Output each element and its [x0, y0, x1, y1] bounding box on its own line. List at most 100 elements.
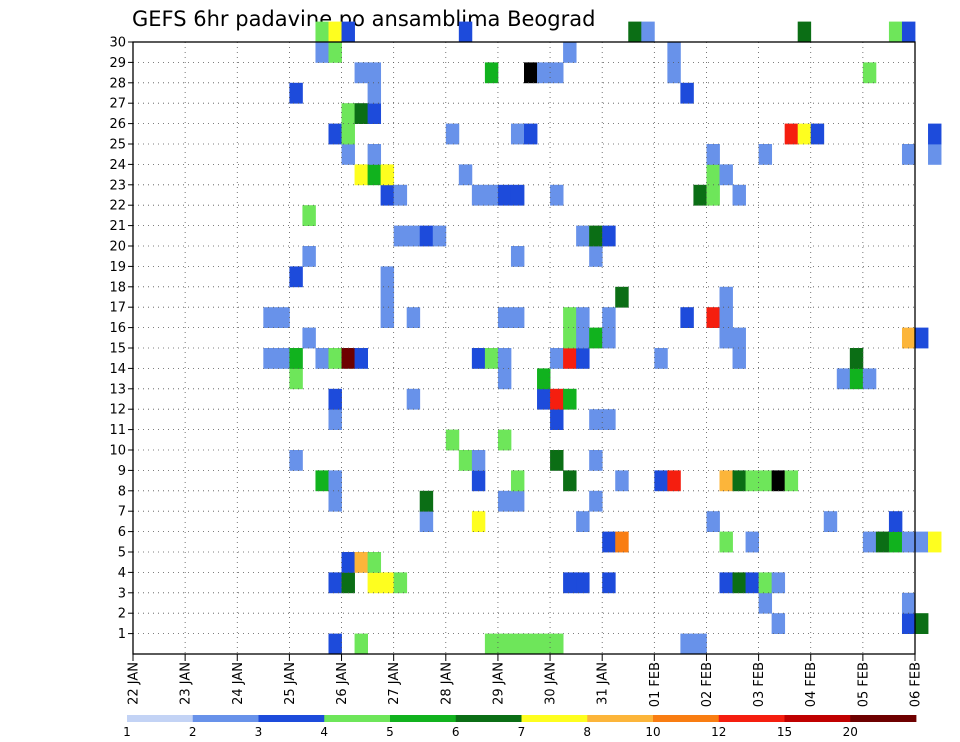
heat-cell: [471, 470, 486, 492]
heat-cell: [367, 144, 382, 165]
heat-cell: [341, 103, 355, 124]
heat-cell: [719, 327, 733, 349]
heat-cell: [302, 327, 316, 349]
x-tick-label: 25 JAN: [283, 662, 298, 705]
heat-cell: [289, 348, 303, 369]
heat-cell: [928, 123, 942, 145]
heat-cell: [602, 531, 616, 553]
y-tick-label: 29: [109, 56, 126, 71]
heat-cell: [589, 490, 603, 512]
heat-cell: [615, 286, 629, 308]
heat-cell: [471, 511, 486, 532]
heat-cell: [432, 225, 447, 247]
heat-cell: [354, 348, 368, 369]
x-tick-label: 31 JAN: [596, 662, 611, 705]
heat-cell: [928, 144, 942, 165]
heat-cell: [328, 633, 342, 655]
heat-cell: [276, 348, 290, 369]
heat-cell: [497, 368, 512, 390]
heat-cell: [302, 205, 316, 226]
heat-cell: [758, 572, 773, 594]
heat-cell: [367, 164, 382, 186]
heat-cell: [862, 62, 877, 84]
heat-cell: [719, 531, 733, 553]
heat-cell: [875, 531, 890, 553]
heat-cell: [406, 225, 421, 247]
heat-cell: [328, 490, 342, 512]
heat-cell: [719, 164, 733, 186]
heat-cell: [471, 450, 486, 471]
heat-cell: [758, 144, 773, 165]
legend-label: 4: [320, 725, 328, 739]
heat-cell: [354, 552, 368, 573]
heat-cell: [263, 307, 277, 328]
heat-cell: [732, 184, 746, 206]
heat-cell: [380, 164, 395, 186]
heat-cell: [302, 246, 316, 267]
y-tick-label: 4: [118, 566, 126, 581]
legend-label: 7: [518, 725, 526, 739]
heat-cell: [901, 144, 916, 165]
heat-cell: [367, 62, 382, 84]
y-tick-label: 26: [109, 117, 126, 132]
heat-cell: [810, 123, 825, 145]
x-tick-label: 03 FEB: [752, 662, 767, 707]
heat-cell: [628, 21, 642, 43]
heat-cell: [484, 184, 499, 206]
heat-cell: [276, 307, 290, 328]
heat-cell: [550, 348, 564, 369]
legend-label: 10: [645, 725, 660, 739]
heat-cell: [901, 531, 916, 553]
legend-label: 5: [386, 725, 394, 739]
heat-cell: [641, 21, 655, 43]
heat-cell: [667, 62, 681, 84]
heat-cell: [328, 388, 342, 410]
heat-cell: [706, 307, 720, 328]
y-tick-label: 15: [109, 342, 126, 357]
heat-cell: [602, 572, 616, 594]
heat-cell: [289, 450, 303, 471]
heat-cell: [524, 123, 538, 145]
heat-cell: [380, 307, 395, 328]
heat-cell: [354, 633, 368, 655]
x-tick-label: 22 JAN: [127, 662, 142, 705]
y-tick-label: 1: [118, 627, 126, 642]
heat-cell: [836, 368, 851, 390]
legend-swatch: [521, 715, 588, 722]
legend-label: 12: [711, 725, 726, 739]
x-tick-label: 30 JAN: [544, 662, 559, 705]
y-tick-label: 8: [118, 484, 126, 499]
heat-cell: [484, 348, 499, 369]
heat-cell: [732, 348, 746, 369]
x-axis: 22 JAN 23 JAN 24 JAN 25 JAN 26 JAN 27 JAN 28 J…: [127, 654, 924, 707]
legend-label: 6: [452, 725, 460, 739]
heat-cell: [563, 572, 577, 594]
heat-cell: [915, 531, 929, 553]
x-tick-label: 27 JAN: [387, 662, 402, 705]
heat-cell: [354, 103, 368, 124]
heat-cell: [458, 450, 473, 471]
heat-cell: [719, 307, 733, 328]
heat-cell: [589, 450, 603, 471]
y-tick-label: 30: [109, 36, 126, 51]
heat-cell: [719, 572, 733, 594]
heat-cell: [680, 82, 694, 104]
heat-cell: [341, 123, 355, 145]
heat-cell: [484, 62, 499, 84]
heat-cell: [745, 470, 759, 492]
heat-cell: [576, 511, 590, 532]
heat-cell: [771, 470, 786, 492]
heat-cell: [602, 307, 616, 328]
y-tick-label: 24: [109, 158, 126, 173]
heat-cell: [328, 123, 342, 145]
heat-cell: [797, 123, 812, 145]
heat-cell: [328, 348, 342, 369]
heat-cell: [380, 286, 395, 308]
x-tick-label: 06 FEB: [909, 662, 924, 707]
heat-cell: [367, 82, 382, 104]
heat-cell: [901, 327, 916, 349]
heat-cell: [419, 225, 434, 247]
heat-cell: [419, 490, 434, 512]
heat-cell: [706, 164, 720, 186]
